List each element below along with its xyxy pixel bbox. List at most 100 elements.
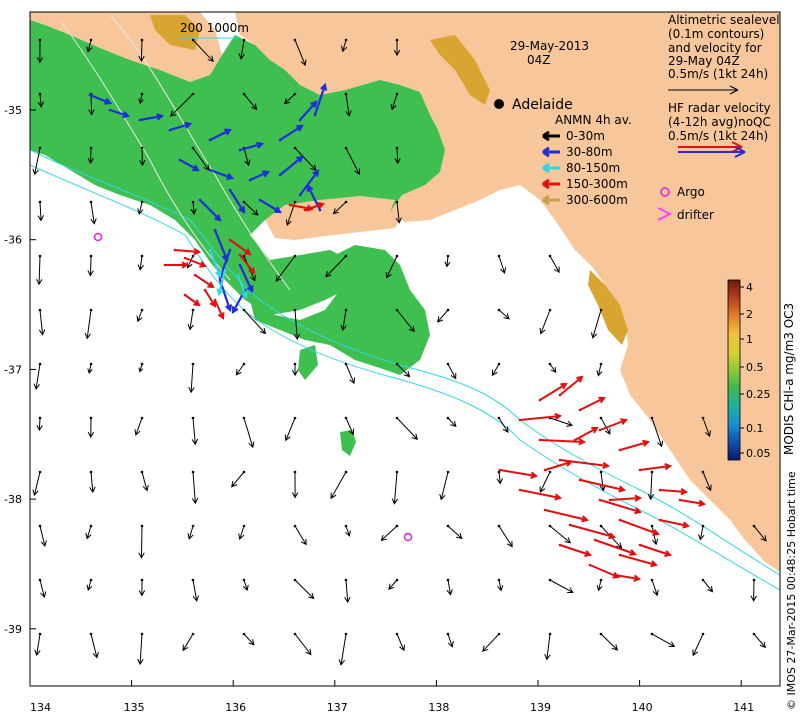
altimetry-arrow-origin [191,200,195,204]
altimetry-arrow-origin [242,416,246,420]
altimetry-arrow [345,147,361,176]
altimetry-arrow-origin [599,632,603,636]
x-tick-label: 141 [733,701,754,714]
radar-arrow-origin [238,253,242,257]
altimetry-arrow [38,309,46,336]
altimetry-arrow [32,471,41,497]
colorbar-tick-label: 0.05 [746,447,771,460]
altimetry-arrow-origin [140,416,144,420]
radar-arrow [639,463,673,471]
altimetry-arrow-origin [497,362,501,366]
altimetry-arrow-origin [599,308,603,312]
radar-arrow [619,519,660,536]
sealevel-contours [59,14,291,291]
altimetry-arrow-origin [497,632,501,636]
isobath-1000m [30,164,780,591]
radar-arrow-origin [608,498,612,502]
radar-arrow-origin [498,468,502,472]
altimetry-arrow-origin [242,254,246,258]
altimetry-arrow-origin [140,470,144,474]
anmn-arrow [299,100,318,121]
anmn-legend-arrow [542,178,560,190]
altimetry-arrow-origin [752,578,756,582]
anmn-legend-arrow [542,146,560,158]
altimetry-arrow-origin [38,308,42,312]
altimetry-arrow [702,417,711,438]
altimetry-arrow-origin [497,416,501,420]
altimetry-arrow [394,147,401,165]
altimetry-arrow-origin [446,416,450,420]
argo-legend-label: Argo [677,185,705,199]
anmn-arrow-origin [318,208,322,212]
altimetry-arrow [396,417,418,441]
altimetry-arrow-origin [242,362,246,366]
altimetry-arrow-origin [242,470,246,474]
altimetry-arrow [591,309,602,339]
radar-arrow [214,299,225,320]
altimetry-arrow [187,525,194,540]
altimetry-arrow-origin [140,632,144,636]
altimetry-arrow-origin [191,254,195,258]
radar-arrow [574,426,599,441]
altimetry-arrow [87,255,94,277]
altimetry-arrow [498,309,510,320]
colorbar-scale [727,279,741,461]
altimetry-arrow-origin [242,200,246,204]
radar-arrow [639,544,672,558]
altimetry-arrow-origin [446,254,450,258]
colorbar-tick-label: 2 [746,308,753,321]
radar-arrow-origin [618,553,622,557]
radar-arrow [659,488,689,496]
altimetry-arrow-origin [395,146,399,150]
altimetry-arrow-origin [446,524,450,528]
altimetry-arrow-origin [497,470,501,474]
radar-arrows [163,201,707,582]
altimetry-arrow [275,255,296,282]
radar-arrow-origin [658,488,662,492]
radar-arrow-origin [518,418,522,422]
credit-text: © IMOS 27-Mar-2015 00:48:25 Hobart time [785,471,798,710]
radar-arrow [499,469,539,479]
altimetry-arrow-origin [395,578,399,582]
anmn-arrow-origin [238,148,242,152]
anmn-legend-arrow [542,162,560,174]
altimetry-arrow [294,633,312,656]
radar-arrow [559,375,584,396]
altimetry-arrow-origin [395,362,399,366]
chl-high-gulf-east [430,35,490,105]
altimetry-arrow-origin [701,524,705,528]
altimetry-arrow [242,579,249,592]
radar-arrow-origin [618,518,622,522]
altimetry-arrow-origin [548,362,552,366]
altimetry-arrow [447,525,463,540]
argo-float-1 [93,232,103,242]
anmn-arrow [249,170,271,182]
altimetry-arrow [32,147,41,176]
radar-arrow [559,544,592,558]
altimetry-arrow [192,579,200,602]
altimetry-arrow [137,255,144,271]
altimetry-arrow [340,309,347,332]
altimetry-arrow [243,309,267,335]
anmn-arrow-origin [208,138,212,142]
y-tick-label: -37 [4,363,22,376]
altimetry-arrow-origin [497,524,501,528]
anmn-arrow [299,169,320,196]
altimetry-arrow-origin [293,578,297,582]
radar-legend-line1: HF radar velocity [668,101,771,115]
radar-arrow [165,261,190,269]
anmn-arrow-origin [168,128,172,132]
anmn-arrow [209,249,222,278]
anmn-arrow [209,168,235,180]
altimetry-arrow-origin [293,92,297,96]
altimetry-arrow [393,39,401,57]
altimetry-arrow-origin [191,470,195,474]
altimetry-arrow [141,471,149,492]
altimetry-arrow [186,255,194,269]
radar-arrow-origin [538,398,542,402]
drifter-legend-label: drifter [677,208,714,222]
altimetry-arrow [482,633,500,652]
chl-gulf-region [30,20,445,315]
anmn-legend-item: 300-600m [566,193,628,207]
altimetry-arrow-origin [38,362,42,366]
